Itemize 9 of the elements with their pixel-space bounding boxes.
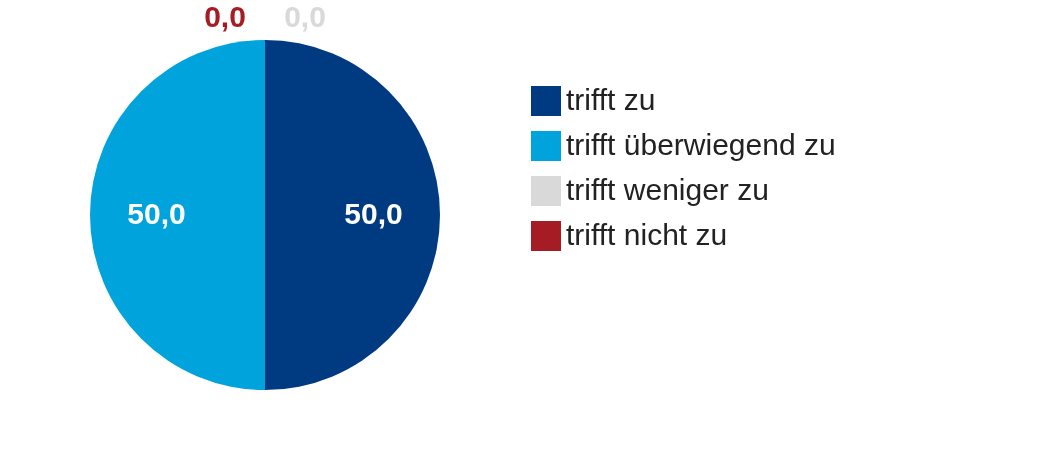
legend-label: trifft weniger zu <box>566 173 769 206</box>
legend-label: trifft zu <box>566 83 656 116</box>
legend-label: trifft nicht zu <box>566 218 728 251</box>
data-label: 50,0 <box>344 197 403 230</box>
data-label: 50,0 <box>127 197 186 230</box>
legend-label: trifft überwiegend zu <box>566 128 836 161</box>
text: 0,0 <box>204 0 246 33</box>
pie-slice <box>265 40 440 390</box>
pie-slice <box>90 40 265 390</box>
